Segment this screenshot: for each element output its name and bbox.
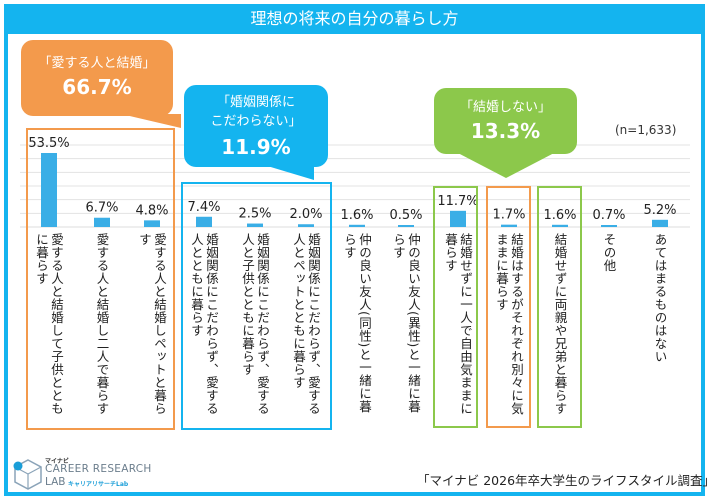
bar-value-label-4: 2.5% [238,207,271,222]
bar-value-label-12: 5.2% [643,203,676,218]
callout-love-label: 「愛する人と結婚」 [38,56,156,71]
logo-cube-icon [13,459,42,490]
category-label-9: 結婚はするがそれぞれ別々に気ままに暮らす [494,233,524,415]
category-label-0: 愛する人と結婚して子供とともに暮らす [34,233,64,415]
category-label-12: あてはまるものはない [652,233,668,363]
callout-love-tail [121,114,181,128]
bar-value-label-6: 1.6% [340,208,373,223]
bar-8 [450,210,466,227]
bar-4 [247,223,263,227]
category-label-10: 結婚せずに両親や兄弟と暮らす [552,233,568,415]
bar-6 [349,224,365,227]
callout-nomarry-label-2: こだわらない」 [210,114,302,129]
bar-12 [652,219,668,227]
logo-kana-text: キャリアリサーチLab [68,481,129,488]
logo-mynavi-text: マイナビ [45,458,69,465]
group-box-single-1 [433,186,478,428]
career-research-lab-logo: マイナビ CAREER RESEARCH LAB キャリアリサーチLab [13,455,173,493]
callout-single: 「結婚しない」 13.3% [434,88,577,178]
sample-size-label: (n=1,633) [615,123,677,137]
bar-7 [398,225,414,227]
bar-10 [552,224,568,227]
category-label-5: 婚姻関係にこだわらず、愛する人とペットとともに暮らす [291,233,321,415]
callout-nomarry-label-1: 「婚姻関係に [216,95,295,110]
callout-single-label: 「結婚しない」 [459,100,551,115]
bar-value-label-8: 11.7% [437,194,478,209]
bar-0 [41,153,57,227]
logo-main-text: CAREER RESEARCH [45,463,152,475]
bar-11 [601,225,617,227]
bar-value-label-7: 0.5% [389,208,422,223]
group-box-love [26,128,175,430]
category-label-11: その他 [601,233,617,272]
bar-value-label-2: 4.8% [135,203,168,218]
callout-nomarry: 「婚姻関係に こだわらない」 11.9% [184,85,328,180]
category-label-6: 仲の良い友人(同性)と一緒に暮らす [342,233,372,413]
category-label-7: 仲の良い友人(異性)と一緒に暮らす [391,233,421,413]
callout-love: 「愛する人と結婚」 66.7% [21,40,181,128]
category-label-8: 結婚せずに一人で自由気ままに暮らす [443,233,473,415]
category-label-4: 婚姻関係にこだわらず、愛する人と子供とともに暮らす [240,233,270,415]
bar-value-label-3: 7.4% [187,200,220,215]
source-footer: 「マイナビ 2026年卒大学生のライフスタイル調査」 [417,473,709,488]
callout-nomarry-value: 11.9% [221,135,291,159]
bar-value-label-10: 1.6% [543,208,576,223]
bar-value-label-0: 53.5% [28,136,69,151]
bar-9 [501,224,517,227]
bar-value-label-9: 1.7% [492,208,525,223]
chart-title: 理想の将来の自分の暮らし方 [4,4,705,34]
category-label-2: 愛する人と結婚しペットと暮らす [137,233,167,415]
callout-love-value: 66.7% [62,75,132,99]
bar-value-label-5: 2.0% [289,207,322,222]
bar-1 [94,217,110,227]
callout-single-value: 13.3% [470,119,541,143]
group-box-separate [486,186,531,428]
logo-lab-text: LAB [45,476,66,488]
bar-value-label-1: 6.7% [85,201,118,216]
category-label-3: 婚姻関係にこだわらず、愛する人とともに暮らす [189,233,219,415]
bar-2 [144,220,160,227]
bar-value-label-11: 0.7% [592,208,625,223]
callout-single-tail [456,152,556,178]
group-box-single-2 [537,186,582,428]
bar-5 [298,224,314,227]
group-box-nomarry [181,182,332,430]
category-label-1: 愛する人と結婚し二人で暮らす [94,233,110,415]
callout-nomarry-tail [264,165,314,180]
bar-3 [196,216,212,227]
